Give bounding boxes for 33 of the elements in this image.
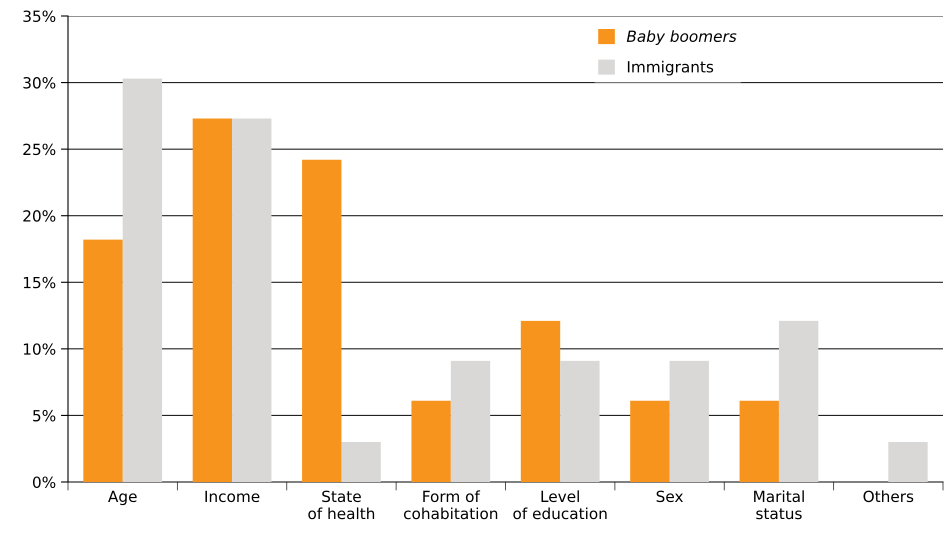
bar (411, 400, 451, 482)
x-tick-label: Marital status (754, 490, 804, 520)
legend-label: Immigrants (628, 60, 714, 76)
y-tick-label: 20% (23, 210, 56, 222)
bar (302, 160, 342, 482)
y-tick-label: 10% (24, 343, 56, 355)
x-tick-label: Level of education (513, 490, 607, 520)
bar (232, 118, 272, 482)
bar (670, 360, 709, 482)
y-tick-label: 0% (32, 476, 56, 488)
bar (560, 360, 600, 482)
bar (192, 118, 232, 482)
y-tick-label: 5% (33, 410, 56, 422)
bar (450, 360, 490, 482)
x-tick-label: Sex (656, 490, 683, 502)
bar (341, 442, 381, 482)
x-tick-label: Form of cohabitation (404, 490, 498, 520)
x-tick-label: Income (205, 490, 260, 502)
x-tick-label: Age (108, 490, 137, 506)
bar (778, 320, 818, 482)
bar (83, 240, 123, 482)
legend-label: Baby boomers (626, 30, 736, 45)
bar (740, 400, 779, 482)
bar (520, 320, 560, 482)
y-tick-label: 35% (23, 10, 56, 22)
y-tick-label: 15% (24, 276, 56, 288)
y-tick-label: 25% (23, 144, 56, 156)
y-tick-label: 30% (23, 77, 56, 89)
x-tick-label: State of health (308, 490, 374, 520)
bar (122, 78, 162, 482)
bar (630, 400, 670, 482)
x-tick-label: Others (864, 490, 914, 502)
bar (888, 442, 928, 482)
